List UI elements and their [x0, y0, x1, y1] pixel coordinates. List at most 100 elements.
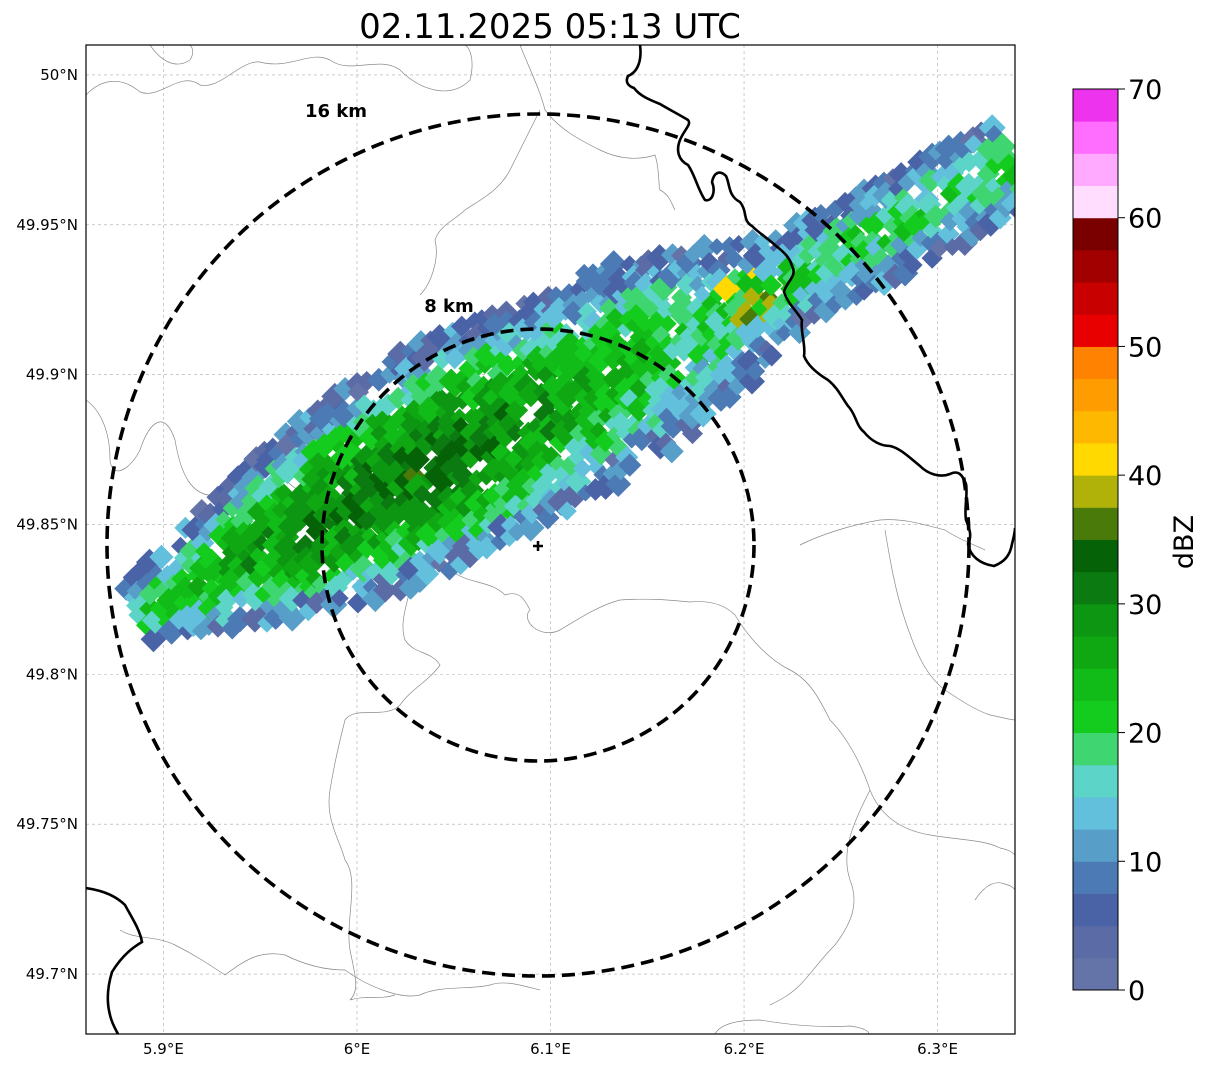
colorbar-tick-label: 30	[1128, 590, 1162, 621]
echo-cell	[1009, 201, 1015, 223]
echo-cell	[659, 439, 684, 464]
admin-boundary	[734, 614, 871, 791]
lon-tick-label: 6°E	[344, 1040, 371, 1058]
axis-tick-labels: 5.9°E 6°E 6.1°E 6.2°E 6.3°E 50°N 49.95°N 49.9°N…	[16, 66, 958, 1058]
echo-cell	[305, 591, 328, 614]
echo-cell	[226, 605, 254, 633]
figure-title: 02.11.2025 05:13 UTC	[359, 7, 741, 47]
range-ring-label-8km: 8 km	[424, 296, 474, 317]
border-line	[86, 886, 144, 1034]
colorbar-bin	[1073, 893, 1118, 927]
echo-cell	[437, 390, 463, 416]
colorbar-bin	[1073, 539, 1118, 573]
echo-cell	[1016, 187, 1034, 205]
lon-tick-label: 6.2°E	[724, 1040, 765, 1058]
range-ring-label-16km: 16 km	[305, 101, 367, 122]
admin-boundary	[799, 519, 986, 551]
lon-tick-label: 5.9°E	[143, 1040, 184, 1058]
colorbar-bin	[1073, 442, 1118, 476]
colorbar-bin	[1073, 796, 1118, 830]
radar-reflectivity-field	[114, 114, 1045, 653]
echo-cell	[557, 501, 577, 521]
admin-boundary	[419, 109, 541, 296]
admin-boundary	[149, 45, 194, 65]
lon-tick-label: 6.1°E	[530, 1040, 571, 1058]
range-rings	[105, 112, 971, 978]
colorbar-bin	[1073, 571, 1118, 605]
colorbar-bin	[1073, 764, 1118, 798]
colorbar-bin	[1073, 282, 1118, 315]
colorbar-bin	[1073, 507, 1118, 540]
echo-cell	[681, 423, 704, 445]
range-ring-16km	[105, 112, 971, 978]
echo-cell	[937, 222, 960, 246]
map-frame	[85, 44, 1016, 1035]
echo-cell	[506, 424, 525, 443]
colorbar-bin	[1073, 89, 1118, 122]
admin-boundary	[974, 882, 1015, 901]
admin-boundary	[869, 789, 1015, 856]
range-ring-8km	[320, 327, 756, 763]
echo-cell	[618, 453, 642, 477]
echo-cell	[1002, 164, 1015, 188]
admin-boundary	[86, 45, 473, 96]
colorbar-tick-label: 70	[1128, 75, 1162, 106]
colorbar-bin	[1073, 217, 1118, 251]
border-line	[625, 45, 1015, 568]
admin-boundary	[328, 589, 441, 1001]
lat-tick-label: 50°N	[40, 66, 78, 84]
admin-boundary	[519, 45, 676, 211]
admin-boundary	[119, 929, 346, 976]
echo-cell	[693, 285, 711, 303]
colorbar-tick-label: 50	[1128, 332, 1162, 363]
lat-tick-label: 49.8°N	[26, 665, 78, 683]
radar-site-marker	[533, 541, 543, 551]
admin-boundary	[344, 969, 541, 997]
colorbar-bin	[1073, 153, 1118, 187]
colorbar-bin	[1073, 668, 1118, 701]
lat-tick-label: 49.7°N	[26, 965, 78, 983]
colorbar-ticks: 0 10 20 30 40 50 60 70	[1118, 75, 1162, 1007]
colorbar-bin	[1073, 603, 1118, 637]
lat-tick-label: 49.9°N	[26, 366, 78, 384]
colorbar-bin	[1073, 475, 1118, 508]
colorbar-bin	[1073, 925, 1118, 959]
colorbar-frame	[1072, 88, 1119, 991]
lon-tick-label: 6.3°E	[917, 1040, 958, 1058]
lat-tick-label: 49.85°N	[16, 516, 78, 534]
colorbar-bin	[1073, 829, 1118, 862]
colorbar-label: dBZ	[1169, 515, 1200, 569]
echo-cell	[760, 274, 783, 297]
echo-cell	[516, 513, 545, 542]
admin-boundary	[714, 1019, 869, 1034]
colorbar-bin	[1073, 185, 1118, 219]
admin-boundary	[884, 529, 946, 691]
colorbar-bin	[1073, 121, 1118, 154]
colorbar-bin	[1073, 700, 1118, 734]
colorbar-bin	[1073, 410, 1118, 444]
colorbar-tick-label: 40	[1128, 461, 1162, 492]
colorbar-bin	[1073, 314, 1118, 347]
echo-cell	[330, 589, 349, 608]
colorbar: 0 10 20 30 40 50 60 70 dBZ	[1072, 75, 1200, 1007]
admin-boundary	[944, 689, 1015, 721]
echo-cell	[1000, 191, 1015, 216]
echo-cell	[659, 315, 677, 333]
colorbar-bin	[1073, 732, 1118, 766]
colorbar-bins	[1073, 89, 1118, 991]
colorbar-tick-label: 60	[1128, 204, 1162, 235]
lat-tick-label: 49.95°N	[16, 216, 78, 234]
colorbar-bin	[1073, 957, 1118, 991]
colorbar-bin	[1073, 636, 1118, 669]
echo-cell	[605, 471, 632, 498]
colorbar-bin	[1073, 249, 1118, 283]
colorbar-tick-label: 10	[1128, 847, 1162, 878]
echo-cell	[1019, 194, 1045, 220]
colorbar-bin	[1073, 861, 1118, 894]
colorbar-bin	[1073, 346, 1118, 380]
colorbar-bin	[1073, 378, 1118, 412]
colorbar-tick-label: 20	[1128, 719, 1162, 750]
national-borders	[86, 45, 1015, 1034]
